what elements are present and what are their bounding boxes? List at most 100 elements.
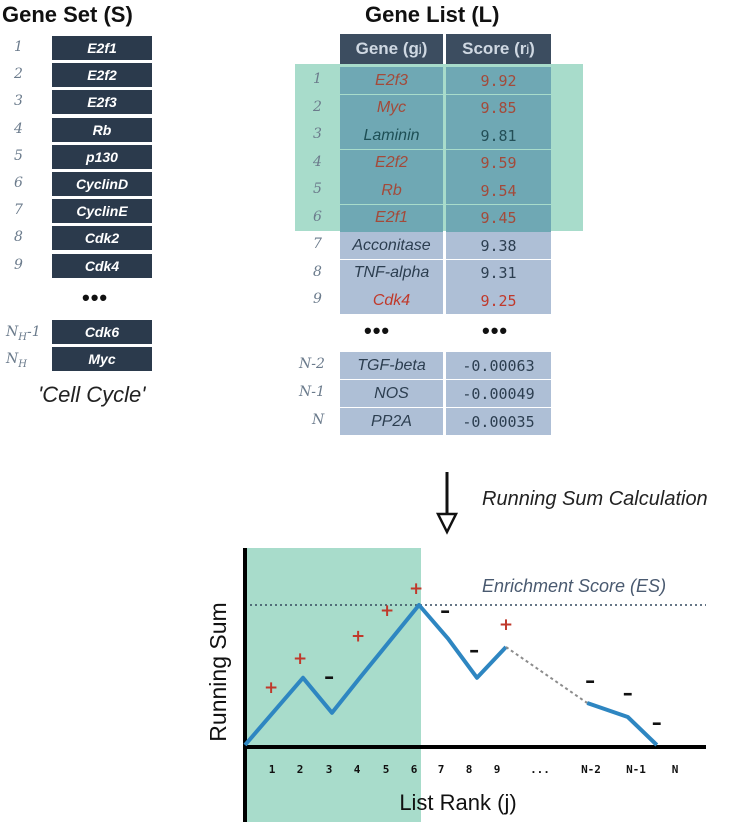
score-list-ellipsis: ••• bbox=[482, 318, 509, 343]
gene-list-index: 5 bbox=[313, 181, 322, 197]
gene-set-cell: E2f2 bbox=[52, 63, 152, 88]
plus-mark: + bbox=[293, 649, 307, 669]
gene-list-score-cell: 9.25 bbox=[446, 287, 551, 314]
gene-set-index: 8 bbox=[14, 229, 23, 246]
gene-list-index: 4 bbox=[313, 153, 322, 170]
minus-mark: – bbox=[652, 711, 662, 735]
gene-list-gene-cell-tail: NOS bbox=[340, 380, 443, 407]
gene-list-title: Gene List (L) bbox=[365, 2, 500, 27]
gene-list-score-cell-tail: -0.00049 bbox=[446, 380, 551, 407]
x-tick-label: 9 bbox=[494, 763, 501, 776]
arrow-label: Running Sum Calculation bbox=[482, 488, 708, 510]
gene-set-cell: CyclinE bbox=[52, 199, 152, 224]
running-sum-tail bbox=[586, 701, 659, 747]
plus-mark: + bbox=[499, 615, 513, 635]
score-header-text: Score (r bbox=[462, 39, 527, 58]
x-tick-label: N-1 bbox=[626, 763, 646, 776]
minus-mark: – bbox=[469, 638, 479, 662]
minus-mark: – bbox=[585, 669, 595, 693]
gene-set-index: 1 bbox=[14, 39, 23, 55]
gene-list-ellipsis: ••• bbox=[364, 318, 391, 343]
gene-list-index: 7 bbox=[313, 236, 322, 252]
gene-header-text: Gene (g bbox=[355, 39, 419, 58]
gene-set-cell: Cdk2 bbox=[52, 226, 152, 251]
gene-list-index: 3 bbox=[313, 126, 322, 142]
gene-list-gene-cell-tail: TGF-beta bbox=[340, 352, 443, 379]
gene-set-index: 6 bbox=[14, 175, 23, 191]
gene-list-score-cell: 9.85 bbox=[446, 94, 551, 122]
gene-set-caption: 'Cell Cycle' bbox=[38, 382, 146, 407]
plus-mark: + bbox=[351, 626, 365, 646]
running-sum-line bbox=[243, 603, 508, 747]
gene-list-index: 9 bbox=[313, 291, 322, 307]
x-tick-label: ... bbox=[530, 763, 550, 776]
gene-list-index-tail: N bbox=[312, 412, 325, 428]
gene-set-index: 3 bbox=[14, 93, 23, 110]
gene-set-cell: Cdk4 bbox=[52, 253, 152, 278]
score-header-end: ) bbox=[529, 39, 535, 58]
gene-list-index: 6 bbox=[313, 208, 322, 225]
x-tick-label: 1 bbox=[269, 763, 276, 776]
gene-header-sub: j bbox=[418, 43, 422, 55]
gene-list-score-cell: 9.54 bbox=[446, 177, 551, 204]
gene-set-cell: E2f3 bbox=[52, 90, 152, 115]
x-tick-label: N bbox=[672, 763, 679, 776]
gene-list-gene-cell: Laminin bbox=[340, 122, 443, 149]
gene-list-index-tail: N-2 bbox=[299, 356, 325, 372]
gene-set-ellipsis: ••• bbox=[82, 285, 109, 310]
gene-list-index: 2 bbox=[313, 98, 322, 115]
plus-mark: + bbox=[380, 601, 394, 621]
x-tick-label: 8 bbox=[466, 763, 473, 776]
gene-list-score-cell: 9.31 bbox=[446, 259, 551, 287]
gene-list-gene-cell: E2f3 bbox=[340, 67, 443, 94]
running-sum-dashed bbox=[505, 646, 588, 704]
es-label: Enrichment Score (ES) bbox=[482, 576, 666, 596]
gene-set-cell: p130 bbox=[52, 144, 152, 169]
gene-header-end: ) bbox=[421, 39, 428, 58]
plus-mark: + bbox=[409, 579, 423, 599]
gene-list-gene-cell: Myc bbox=[340, 94, 443, 122]
gene-list-gene-cell: E2f2 bbox=[340, 149, 443, 177]
gene-set-title: Gene Set (S) bbox=[2, 2, 133, 27]
gene-set-index: 5 bbox=[14, 147, 23, 164]
gene-set-cell-tail: Cdk6 bbox=[52, 320, 152, 344]
gene-list-gene-cell: Cdk4 bbox=[340, 287, 443, 314]
y-axis-label: Running Sum bbox=[205, 602, 231, 741]
x-tick-label: 5 bbox=[383, 763, 390, 776]
minus-mark: – bbox=[440, 599, 450, 623]
gene-set-index: 4 bbox=[14, 120, 23, 137]
gene-list-gene-cell: Acconitase bbox=[340, 232, 443, 259]
plus-mark: + bbox=[264, 678, 278, 698]
down-arrow-icon bbox=[435, 472, 459, 535]
x-tick-label: 6 bbox=[411, 763, 418, 776]
gene-set-cell-tail: Myc bbox=[52, 347, 152, 371]
gene-list-index: 8 bbox=[313, 263, 322, 280]
x-tick-label: 2 bbox=[297, 763, 304, 776]
x-tick-label: 4 bbox=[354, 763, 361, 776]
gene-set-cell: E2f1 bbox=[52, 36, 152, 60]
x-tick-label: 3 bbox=[326, 763, 333, 776]
gene-set-cell: CyclinD bbox=[52, 172, 152, 196]
x-tick-label: N-2 bbox=[581, 763, 601, 776]
gene-column-header: Gene (g j ) bbox=[340, 34, 443, 64]
gene-list-index: 1 bbox=[313, 71, 322, 87]
gene-set-index: 9 bbox=[14, 256, 23, 273]
minus-mark: – bbox=[324, 664, 334, 688]
gene-set-cell: Rb bbox=[52, 117, 152, 142]
running-sum-chart: Enrichment Score (ES)++–+++––+–––1 2 3 4 5 6 7… bbox=[205, 548, 706, 822]
score-header-sub: j bbox=[526, 43, 530, 55]
gene-list-score-cell: 9.45 bbox=[446, 204, 551, 232]
gene-list-score-cell-tail: -0.00063 bbox=[446, 352, 551, 379]
gene-list-gene-cell: Rb bbox=[340, 177, 443, 204]
gene-list-score-cell-tail: -0.00035 bbox=[446, 408, 551, 435]
gene-list-score-cell: 9.81 bbox=[446, 122, 551, 149]
gene-list-score-cell: 9.38 bbox=[446, 232, 551, 259]
gene-list-gene-cell: TNF-alpha bbox=[340, 259, 443, 287]
gene-set-index-tail: NH bbox=[6, 351, 27, 370]
gene-list-index-tail: N-1 bbox=[299, 384, 325, 400]
gene-set-index: 2 bbox=[14, 66, 23, 83]
gene-list-gene-cell-tail: PP2A bbox=[340, 408, 443, 435]
leading-edge-region bbox=[245, 548, 421, 822]
gene-set-index: 7 bbox=[14, 202, 23, 219]
gene-list-gene-cell: E2f1 bbox=[340, 204, 443, 232]
